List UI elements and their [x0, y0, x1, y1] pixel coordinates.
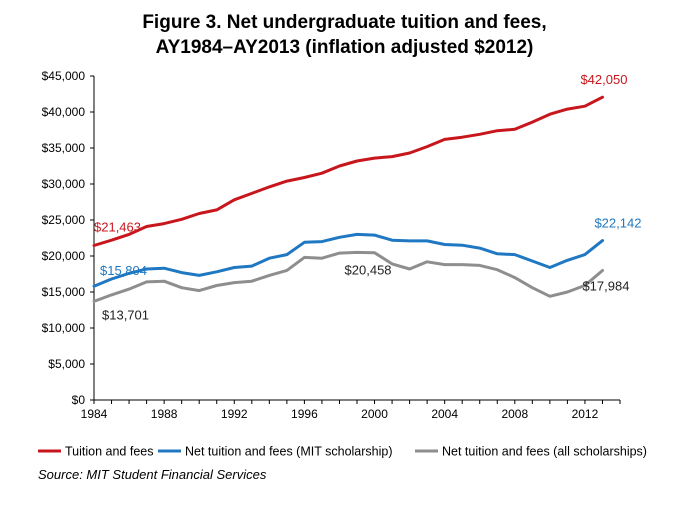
data-label: $13,701 [102, 307, 149, 322]
legend-label-2: Net tuition and fees (MIT scholarship) [185, 445, 393, 459]
x-tick-label: 2004 [431, 407, 458, 421]
y-tick-label: $10,000 [42, 321, 86, 335]
x-tick-label: 2012 [572, 407, 599, 421]
chart-title: Figure 3. Net undergraduate tuition and … [0, 10, 689, 60]
data-label: $22,142 [594, 216, 641, 231]
y-tick-label: $25,000 [42, 213, 86, 227]
chart-title-line-1: Figure 3. Net undergraduate tuition and … [142, 12, 547, 33]
data-label: $15,804 [100, 263, 147, 278]
source-note: Source: MIT Student Financial Services [38, 467, 267, 482]
legend-label-1: Tuition and fees [65, 445, 153, 459]
data-label: $42,050 [580, 72, 627, 87]
series-line-2 [92, 232, 604, 288]
x-tick-label: 1984 [81, 407, 108, 421]
y-tick-label: $35,000 [42, 141, 86, 155]
legend-label-3: Net tuition and fees (all scholarships) [442, 445, 647, 459]
y-tick-label: $30,000 [42, 177, 86, 191]
data-label: $20,458 [345, 263, 392, 278]
series-line-1 [92, 95, 604, 247]
x-tick-label: 1992 [221, 407, 248, 421]
x-tick-label: 1988 [151, 407, 178, 421]
data-label: $21,463 [94, 219, 141, 234]
x-tick-label: 1996 [291, 407, 318, 421]
y-tick-label: $45,000 [42, 69, 86, 83]
y-tick-label: $20,000 [42, 249, 86, 263]
y-tick-label: $15,000 [42, 285, 86, 299]
x-tick-label: 2000 [361, 407, 388, 421]
y-tick-label: $40,000 [42, 105, 86, 119]
series-line-3 [92, 250, 604, 303]
data-label: $17,984 [582, 279, 629, 294]
chart-title-line-2: AY1984–AY2013 (inflation adjusted $2012) [155, 37, 534, 58]
y-tick-label: $5,000 [48, 357, 85, 371]
y-tick-label: $0 [72, 393, 86, 407]
x-tick-label: 2008 [501, 407, 528, 421]
